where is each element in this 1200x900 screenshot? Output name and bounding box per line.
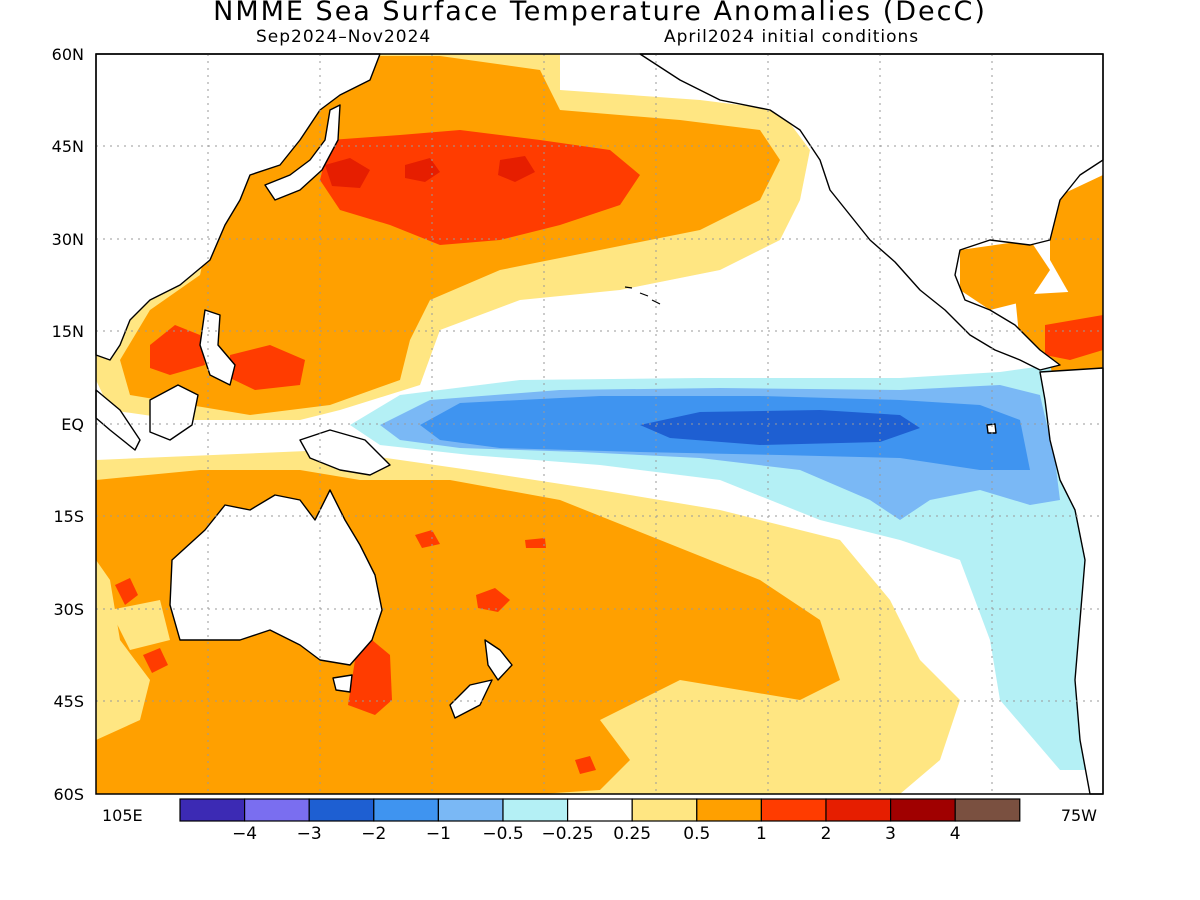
tasmania: [332, 674, 353, 693]
colorbar-label: 0.25: [613, 824, 651, 844]
colorbar-swatch: [696, 798, 762, 822]
initial-conditions: April2024 initial conditions: [664, 27, 920, 47]
tasman-strong-warm: [348, 640, 392, 715]
gulf-of-mexico-warm: [960, 240, 1050, 310]
lon-label-right: 75W: [1061, 806, 1097, 825]
colorbar-swatch: [825, 798, 892, 822]
lat-label: 15N: [52, 322, 84, 341]
colorbar-swatch: [760, 798, 827, 822]
latitude-labels: 60N 45N 30N 15N EQ 15S 30S 45S 60S: [52, 45, 84, 804]
colorbar-swatch: [954, 798, 1021, 822]
western-pacific-strong-warm: [230, 345, 305, 390]
indian-ocean-strong-warm-1: [115, 578, 138, 605]
kuroshio-core-2: [405, 158, 440, 182]
atlantic-east-coast-warm: [1050, 175, 1103, 300]
lat-label: EQ: [61, 415, 84, 434]
colorbar-label: −4: [232, 824, 257, 844]
colorbar-swatch: [502, 798, 569, 822]
kuroshio-strong-warm: [320, 130, 640, 245]
colorbar-swatch: [889, 798, 956, 822]
south-pacific-strong-warm-3: [525, 538, 546, 548]
south-pacific-strong-warm-1: [476, 588, 510, 612]
colorbar-label: 3: [885, 824, 896, 844]
colorbar-swatch: [631, 798, 698, 822]
colorbar-label: 0.5: [683, 824, 710, 844]
kuroshio-core-3: [498, 156, 535, 182]
map-title: NMME Sea Surface Temperature Anomalies (…: [213, 0, 987, 27]
map-frame: [95, 53, 1104, 795]
philippine-sea-strong-warm: [150, 325, 205, 375]
lat-label: 45N: [52, 137, 84, 156]
colorbar-label: 1: [756, 824, 767, 844]
colorbar-label: −3: [297, 824, 322, 844]
south-indian-light-patch: [110, 600, 170, 650]
colorbar-swatch: [308, 798, 375, 822]
colorbar-swatch: [373, 798, 439, 822]
colorbar-label: 4: [950, 824, 961, 844]
map-grid: [96, 54, 1103, 794]
asia-mainland: [95, 53, 381, 361]
new-guinea: [299, 429, 391, 476]
lat-label: 60N: [52, 45, 84, 64]
southern-ocean-strong-warm: [575, 756, 596, 774]
colorbar-swatch: [244, 798, 310, 822]
philippines: [199, 309, 236, 386]
colorbar: −4 −3 −2 −1 −0.5 −0.25 0.25 0.5 1 2 3 4: [179, 798, 1021, 844]
colorbar-swatch: [179, 798, 246, 822]
new-zealand-north: [484, 639, 513, 681]
caribbean-strong-warm: [1045, 315, 1103, 360]
lat-label: 30S: [53, 600, 84, 619]
lat-label: 15S: [53, 507, 84, 526]
north-america: [639, 53, 1104, 371]
lat-label: 45S: [53, 692, 84, 711]
forecast-period: Sep2024–Nov2024: [256, 27, 432, 47]
australia-landmass: [169, 489, 383, 666]
indian-ocean-strong-warm-2: [143, 648, 168, 673]
land-masses: [95, 53, 1104, 795]
borneo: [149, 384, 199, 441]
colorbar-label: −0.5: [482, 824, 523, 844]
hawaii: [624, 286, 661, 305]
lon-label-left: 105E: [102, 806, 143, 825]
colorbar-label: −2: [361, 824, 386, 844]
nino34-cold-core: [640, 410, 920, 445]
lat-label: 30N: [52, 230, 84, 249]
new-zealand-south: [449, 679, 493, 719]
colorbar-label: −1: [426, 824, 451, 844]
colorbar-labels: −4 −3 −2 −1 −0.5 −0.25 0.25 0.5 1 2 3 4: [232, 824, 961, 844]
south-pacific-strong-warm-2: [415, 530, 440, 548]
colorbar-swatch: [437, 798, 504, 822]
colorbar-label: −0.25: [542, 824, 594, 844]
kuroshio-core-1: [325, 158, 370, 188]
colorbar-swatch: [566, 798, 633, 822]
colorbar-swatches: [179, 798, 1021, 822]
japan: [264, 104, 341, 201]
lat-label: 60S: [53, 785, 84, 804]
colorbar-label: 2: [821, 824, 832, 844]
